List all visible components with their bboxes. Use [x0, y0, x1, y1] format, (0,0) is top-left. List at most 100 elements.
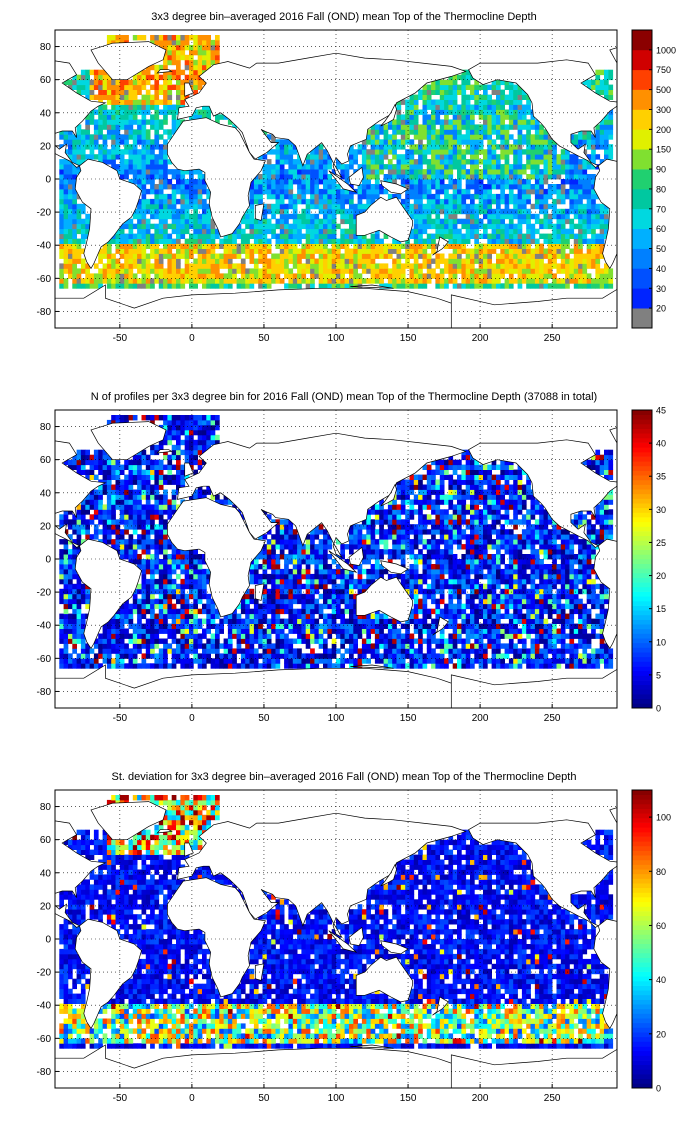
data-cell	[578, 233, 583, 239]
data-cell	[465, 134, 471, 140]
data-cell	[145, 628, 151, 634]
data-cell	[461, 124, 467, 130]
data-cell	[457, 198, 462, 205]
data-cell	[586, 154, 592, 160]
data-cell	[184, 35, 190, 41]
data-cell	[504, 184, 510, 190]
data-cell	[171, 54, 177, 61]
data-cell	[145, 109, 151, 115]
data-cell	[275, 233, 281, 239]
data-cell	[137, 283, 142, 289]
data-cell	[547, 203, 553, 210]
data-cell	[552, 628, 557, 634]
data-cell	[128, 129, 134, 135]
data-cell	[526, 154, 531, 160]
data-cell	[119, 278, 125, 284]
data-cell	[349, 653, 354, 659]
data-cell	[483, 653, 488, 659]
data-cell	[184, 618, 190, 624]
data-cell	[124, 99, 129, 105]
data-cell	[305, 258, 311, 264]
data-cell	[586, 258, 592, 264]
data-cell	[197, 35, 203, 41]
data-cell	[547, 248, 553, 254]
data-cell	[483, 104, 488, 110]
data-cell	[526, 213, 531, 220]
data-cell	[72, 248, 77, 254]
data-cell	[68, 188, 73, 195]
data-cell	[202, 208, 207, 215]
data-cell	[176, 263, 181, 269]
data-cell	[128, 228, 134, 235]
data-cell	[176, 169, 181, 175]
data-cell	[387, 253, 393, 259]
data-cell	[154, 248, 160, 254]
data-cell	[141, 84, 147, 90]
data-cell	[405, 198, 410, 205]
data-cell	[271, 169, 276, 175]
data-cell	[517, 114, 523, 120]
data-cell	[457, 238, 462, 244]
data-cell	[392, 658, 397, 664]
data-cell	[353, 258, 358, 264]
data-cell	[76, 159, 82, 165]
data-cell	[72, 278, 77, 284]
data-cell	[215, 608, 220, 615]
data-cell	[513, 648, 518, 654]
data-cell	[409, 213, 415, 220]
data-cell	[444, 203, 449, 210]
data-cell	[465, 119, 471, 125]
data-cell	[452, 648, 458, 654]
data-cell	[137, 238, 142, 244]
data-cell	[556, 218, 562, 225]
data-cell	[128, 648, 134, 654]
data-cell	[392, 154, 397, 160]
data-cell	[154, 643, 160, 649]
data-cell	[288, 658, 294, 664]
data-cell	[102, 243, 108, 249]
data-cell	[431, 114, 436, 120]
data-cell	[314, 154, 320, 160]
data-cell	[323, 643, 328, 649]
data-cell	[301, 223, 307, 230]
data-cell	[526, 159, 531, 165]
data-cell	[141, 144, 147, 150]
data-cell	[232, 233, 237, 239]
data-cell	[124, 653, 129, 659]
data-cell	[465, 633, 471, 639]
data-cell	[534, 124, 540, 130]
data-cell	[111, 273, 116, 279]
data-cell	[474, 193, 479, 200]
data-cell	[98, 94, 103, 100]
data-cell	[595, 653, 601, 659]
data-cell	[72, 179, 77, 185]
data-cell	[288, 268, 294, 274]
data-cell	[215, 648, 220, 654]
data-cell	[327, 198, 333, 205]
data-cell	[569, 263, 575, 269]
data-cell	[565, 164, 570, 170]
data-cell	[560, 218, 566, 225]
data-cell	[184, 218, 190, 225]
data-cell	[444, 124, 449, 130]
data-cell	[452, 278, 458, 284]
data-cell	[132, 243, 138, 249]
data-cell	[184, 208, 190, 215]
data-cell	[262, 658, 268, 664]
data-cell	[141, 159, 147, 165]
data-cell	[513, 139, 518, 145]
data-cell	[93, 74, 99, 81]
data-cell	[215, 663, 220, 669]
data-cell	[219, 278, 224, 284]
data-cell	[154, 638, 160, 644]
data-cell	[504, 643, 510, 649]
data-cell	[137, 154, 142, 160]
data-cell	[444, 268, 449, 274]
data-cell	[85, 648, 90, 654]
data-cell	[249, 203, 255, 210]
data-cell	[253, 633, 259, 639]
data-cell	[504, 174, 510, 180]
data-cell	[111, 84, 116, 90]
data-cell	[483, 258, 488, 264]
data-cell	[539, 273, 544, 279]
